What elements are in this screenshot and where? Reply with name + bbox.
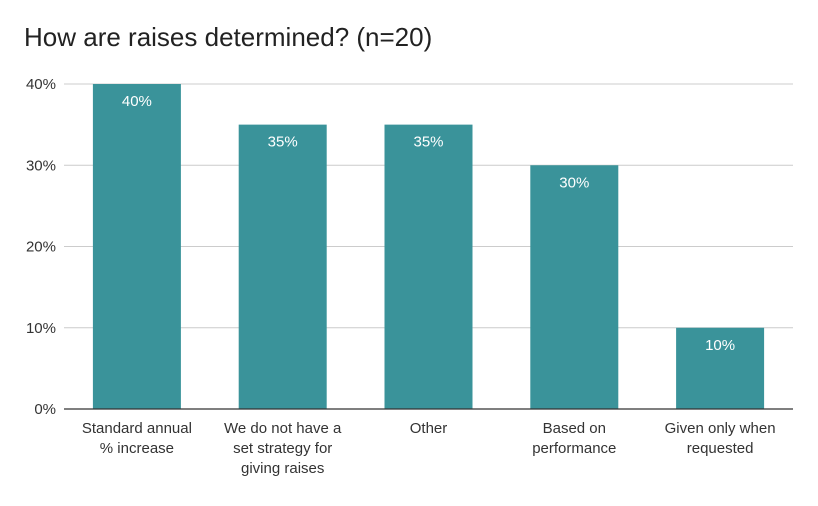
y-tick-label: 40% <box>26 76 56 93</box>
x-axis-categories: Standard annual% increase We do not have … <box>82 420 776 477</box>
y-tick-label: 10% <box>26 320 56 337</box>
data-labels: 40% 35% 35% 30% 10% <box>122 93 735 354</box>
data-label: 35% <box>268 134 298 151</box>
bar <box>238 124 327 409</box>
bar <box>530 165 619 409</box>
y-tick-label: 20% <box>26 239 56 256</box>
x-category-label: We do not have a set strategy for giving r… <box>224 420 342 477</box>
y-tick-label: 0% <box>34 401 56 418</box>
x-category-label: Based on performance <box>532 420 616 457</box>
data-label: 35% <box>413 134 443 151</box>
data-label: 30% <box>559 174 589 191</box>
data-label: 10% <box>705 337 735 354</box>
y-tick-label: 30% <box>26 157 56 174</box>
bars <box>92 84 765 409</box>
x-category-label: Standard annual% increase <box>82 420 192 457</box>
bar <box>384 124 473 409</box>
y-axis-ticks: 0% 10% 20% 30% 40% <box>26 76 56 418</box>
x-category-label: Given only when requested <box>665 420 776 457</box>
x-category-label: Other <box>410 420 448 437</box>
chart-title: How are raises determined? (n=20) <box>24 22 433 52</box>
data-label: 40% <box>122 93 152 110</box>
bar <box>676 327 765 409</box>
bar <box>92 84 181 409</box>
